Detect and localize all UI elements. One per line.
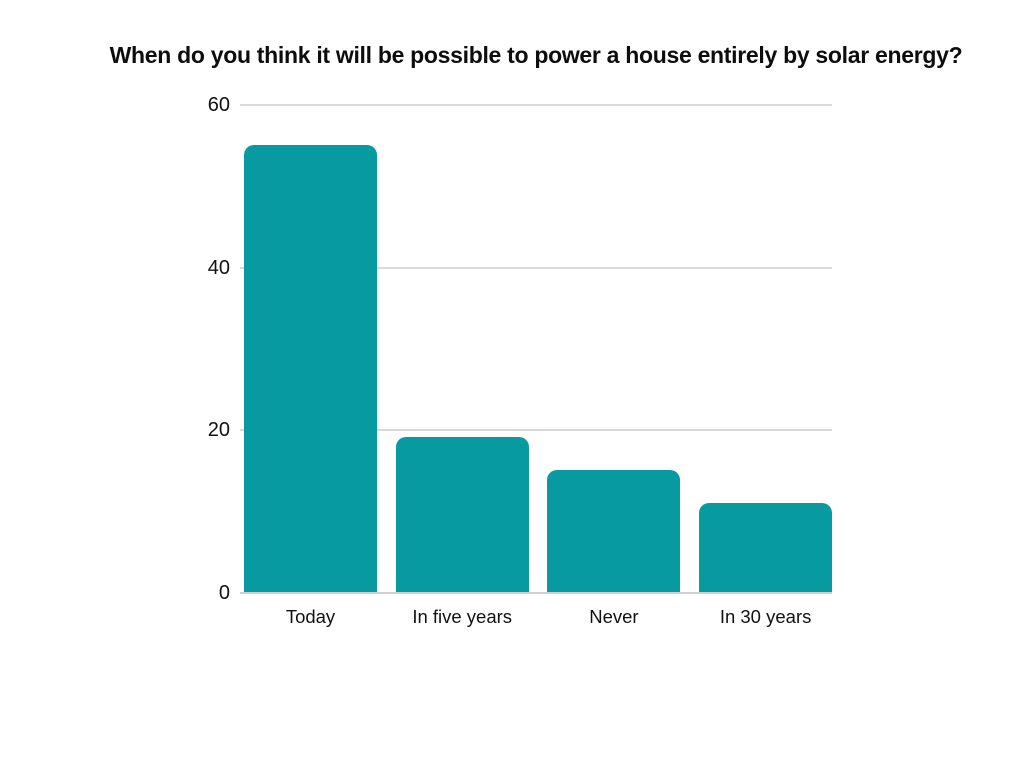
x-axis-baseline [240,592,832,594]
y-tick-label-20: 20 [207,419,230,442]
y-tick-label-60: 60 [207,94,230,116]
x-tick-label-in-30-years: In 30 years [719,606,812,627]
y-tick-label-0: 0 [218,582,230,604]
bar-never [547,470,681,592]
bar-in-five-years [395,437,529,592]
bar-in-30-years [699,502,833,592]
bar-today [244,144,377,592]
y-tick-label-40: 40 [207,256,230,279]
gridline-20 [240,429,832,432]
bar-chart-plot: 0 20 40 60 Today In five years Never In 30 yea… [208,94,833,627]
chart-title: When do you think it will be possible to… [109,42,963,68]
gridline-60 [240,104,832,106]
gridline-40 [240,266,832,269]
x-tick-label-in-five-years: In five years [412,606,513,627]
x-tick-label-never: Never [589,606,639,627]
x-tick-label-today: Today [285,606,336,627]
